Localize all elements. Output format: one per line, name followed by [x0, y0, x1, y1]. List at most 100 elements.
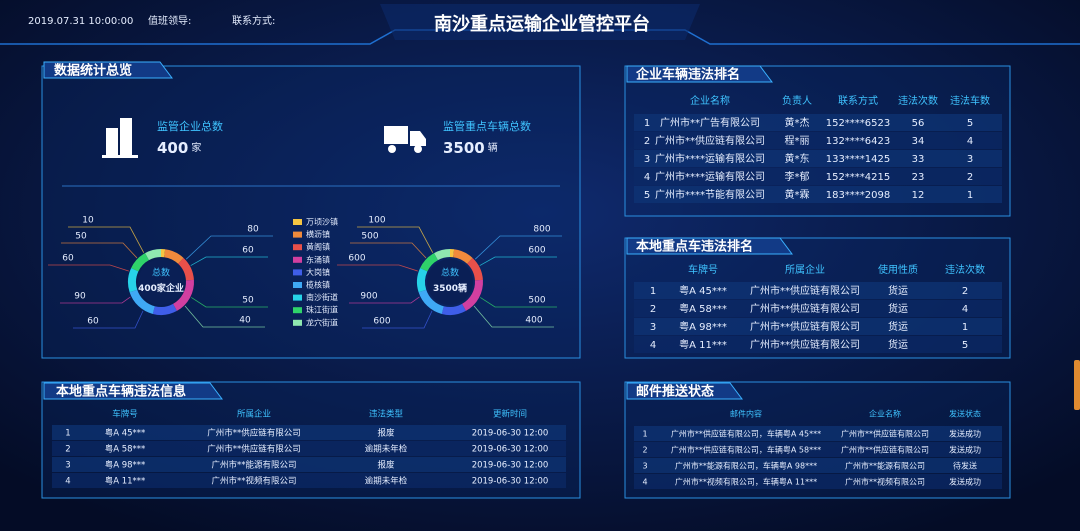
panel-frame: [41, 65, 581, 359]
panel-tab: [626, 237, 793, 255]
legend-swatch: [293, 282, 302, 288]
donut-slice: [461, 279, 483, 311]
leader-line: [337, 264, 418, 272]
donut-slice: [128, 267, 139, 293]
donut-slice: [145, 249, 162, 261]
column-header: 违法类型: [369, 409, 404, 420]
legend-label: 珠江街道: [306, 305, 338, 315]
table-cell: 2019-06-30 12:00: [472, 461, 549, 471]
table-cell: 广州市**供应链有限公司: [655, 134, 765, 147]
table-cell: 发送成功: [949, 429, 981, 439]
page-title: 南沙重点运输企业管控平台: [434, 13, 650, 35]
column-header: 违法次数: [945, 263, 985, 276]
table-cell: 3: [967, 154, 973, 165]
donut-center-label: 总数: [441, 267, 459, 279]
table-cell: 广州市**供应链有限公司: [841, 445, 929, 455]
table-cell: 1: [962, 322, 968, 333]
table-cell: 12: [912, 190, 925, 201]
donut-value-label: 60: [62, 254, 74, 264]
table-cell: 4: [65, 477, 70, 487]
table-cell: 粤A 45***: [679, 284, 727, 297]
column-header: 违法次数: [898, 94, 938, 107]
table-cell: 广州市**能源有限公司: [845, 461, 925, 471]
column-header: 企业名称: [869, 409, 901, 419]
legend-label: 万顷沙镇: [306, 217, 338, 227]
table-cell: 34: [912, 136, 925, 147]
column-header: 所属企业: [785, 263, 825, 276]
column-header: 使用性质: [878, 263, 918, 276]
legend-label: 东涌镇: [306, 254, 330, 264]
table-cell: 2: [65, 445, 70, 455]
donut-value-label: 800: [533, 225, 550, 235]
leader-line: [60, 296, 131, 304]
leader-line: [362, 310, 433, 329]
side-handle[interactable]: [1074, 360, 1080, 410]
donut-inner: [427, 259, 473, 305]
table-cell: 4: [967, 136, 973, 147]
table-cell: 2019-06-30 12:00: [472, 429, 549, 439]
table-cell: 报废: [377, 428, 395, 439]
leader-line: [190, 256, 268, 266]
donut-slice: [466, 257, 483, 281]
panel-tab: [626, 382, 743, 400]
table-cell: 李*郁: [785, 170, 810, 183]
table-cell: 发送成功: [949, 445, 981, 455]
table-cell: 报废: [377, 460, 395, 471]
table-row: [634, 474, 1002, 489]
legend-swatch: [293, 269, 302, 276]
panel-tab: [626, 65, 773, 83]
donut-value-label: 10: [82, 216, 94, 226]
leader-line: [474, 235, 562, 260]
donut-slice: [452, 249, 473, 264]
table-row: [634, 318, 1002, 335]
table-cell: 货运: [888, 338, 908, 351]
truck-icon: [384, 126, 426, 153]
table-cell: 粤A 45***: [105, 428, 146, 439]
leader-line: [68, 226, 145, 253]
leader-line: [185, 235, 273, 260]
panel-title: 企业车辆违法排名: [635, 67, 740, 83]
table-row: [52, 425, 566, 440]
center-unit: 家企业: [157, 282, 184, 294]
panel-title: 本地重点车违法排名: [636, 239, 753, 255]
table-cell: 广州市**供应链有限公司: [750, 302, 860, 315]
stat-unit: 辆: [488, 141, 498, 154]
table-cell: 广州市**供应链有限公司: [750, 338, 860, 351]
table-cell: 33: [912, 154, 925, 165]
table-cell: 广州市**供应链有限公司: [841, 429, 929, 439]
stat-label: 监管重点车辆总数: [443, 119, 531, 133]
table-cell: 1: [644, 118, 650, 129]
column-header: 所属企业: [237, 409, 271, 420]
donut-slice: [152, 303, 177, 315]
table-cell: 2019-06-30 12:00: [472, 477, 549, 487]
donut-center-value: 400家企业: [138, 282, 184, 294]
table-cell: 3: [644, 154, 650, 165]
table-cell: 程*丽: [785, 135, 810, 147]
table-cell: 广州市**供应链有限公司: [750, 284, 860, 297]
column-header: 违法车数: [950, 94, 990, 107]
table-cell: 132****6423: [826, 136, 891, 147]
table-cell: 3: [642, 462, 647, 471]
table-cell: 待发送: [953, 461, 977, 471]
table-cell: 粤A 98***: [679, 320, 727, 333]
column-header: 负责人: [782, 94, 812, 107]
donut-slice: [129, 289, 156, 314]
donut-value-label: 100: [368, 216, 385, 226]
donut-inner: [138, 259, 184, 305]
table-row: [634, 458, 1002, 473]
donut-value-label: 60: [87, 317, 99, 327]
table-cell: 广州市**能源有限公司，车辆粤A 98***: [675, 461, 817, 471]
table-cell: 3: [65, 461, 70, 471]
donut-value-label: 600: [373, 317, 390, 327]
stat-value: 400 家: [157, 139, 201, 157]
donut-value-label: 50: [75, 232, 87, 242]
panel-tab: [43, 61, 173, 79]
legend-swatch: [293, 231, 302, 238]
leader-line: [73, 310, 144, 329]
column-header: 联系方式: [838, 94, 878, 107]
table-cell: 56: [912, 118, 925, 129]
table-cell: 广州市****运输有限公司: [655, 170, 765, 183]
stat-unit: 家: [191, 141, 201, 154]
